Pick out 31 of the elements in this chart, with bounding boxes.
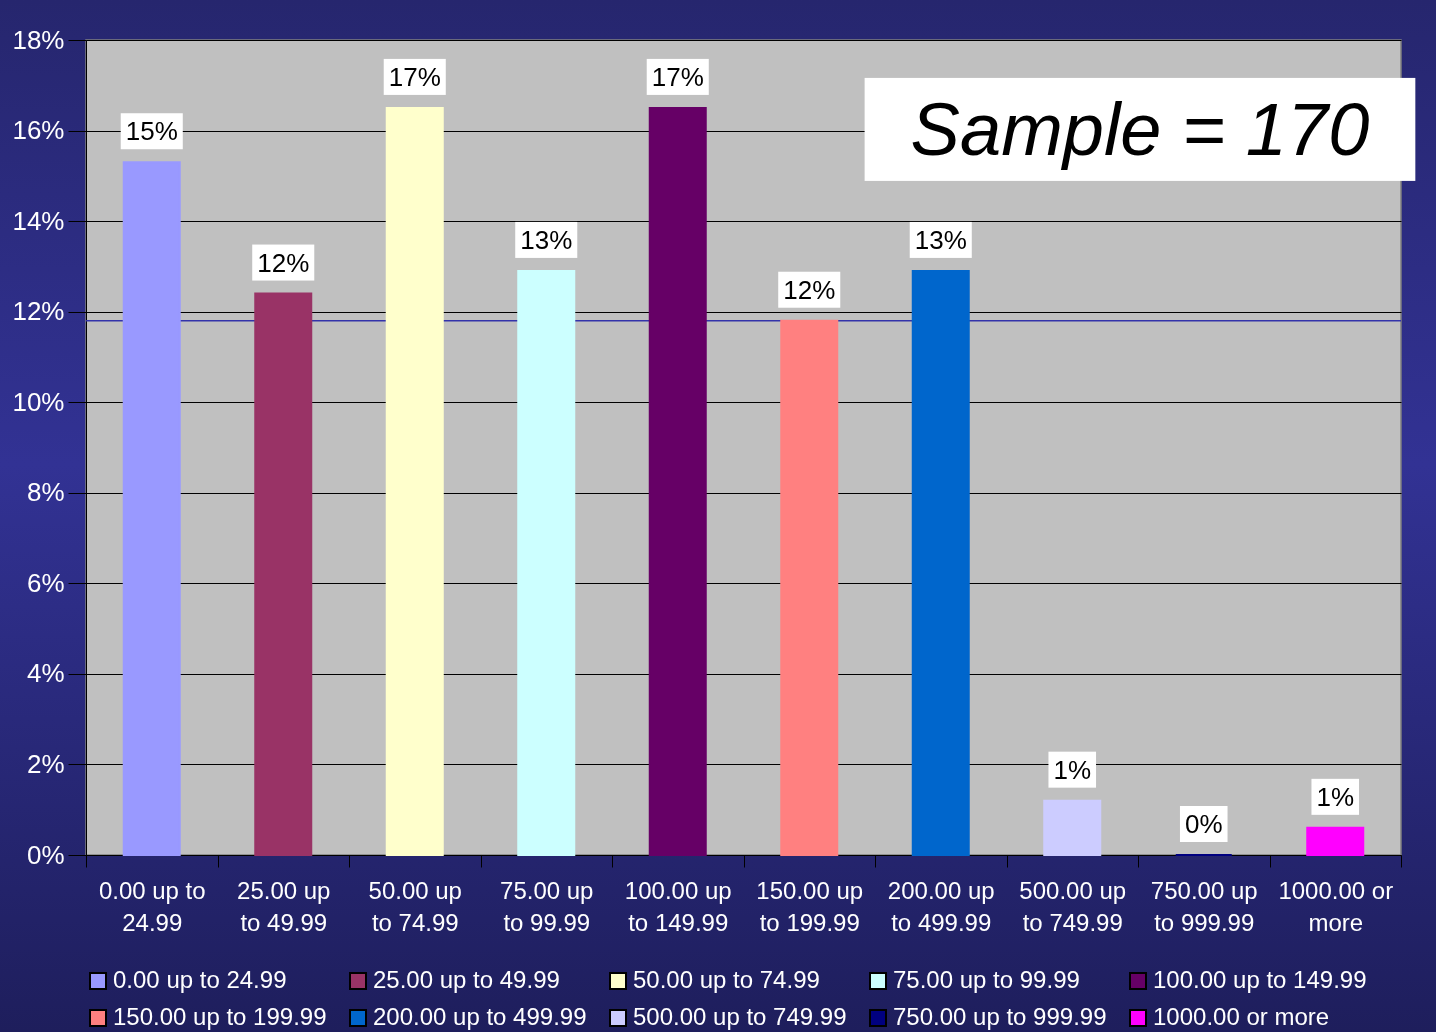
y-tick-label: 0% [26, 839, 65, 870]
legend-label: 75.00 up to 99.99 [893, 966, 1080, 993]
legend-label: 100.00 up to 149.99 [1153, 966, 1367, 993]
x-tick-label: 200.00 up to 499.99 [887, 876, 995, 936]
x-tick-label: 50.00 up to 74.99 [368, 876, 462, 936]
y-tick-label: 6% [26, 567, 65, 598]
legend-label: 1000.00 or more [1153, 1003, 1330, 1030]
legend-label: 150.00 up to 199.99 [113, 1003, 327, 1030]
legend-label: 750.00 up to 999.99 [893, 1003, 1107, 1030]
legend-label: 0.00 up to 24.99 [113, 966, 287, 993]
x-tick-label: 0.00 up to 24.99 [98, 876, 206, 936]
legend-label: 500.00 up to 749.99 [633, 1003, 847, 1030]
legend-label: 200.00 up to 499.99 [373, 1003, 587, 1030]
x-tick-label: 500.00 up to 749.99 [1019, 876, 1127, 936]
y-tick-label: 10% [12, 386, 65, 417]
y-tick-label: 12% [12, 296, 65, 327]
y-tick-label: 2% [26, 748, 65, 779]
x-tick-label: 150.00 up to 199.99 [756, 876, 864, 936]
x-tick-label: 100.00 up to 149.99 [624, 876, 732, 936]
y-tick-label: 18% [12, 24, 65, 55]
x-tick-label: 750.00 up to 999.99 [1150, 876, 1258, 936]
x-tick-label: 25.00 up to 49.99 [237, 876, 331, 936]
x-tick-label: 1000.00 or more [1278, 876, 1394, 936]
y-tick-label: 8% [26, 477, 65, 508]
y-tick-label: 16% [12, 115, 65, 146]
x-tick-label: 75.00 up to 99.99 [500, 876, 594, 936]
legend-label: 25.00 up to 49.99 [373, 966, 560, 993]
y-tick-label: 4% [26, 658, 65, 689]
annotation: Sample = 170 [910, 87, 1370, 171]
y-tick-label: 14% [12, 205, 65, 236]
legend-label: 50.00 up to 74.99 [633, 966, 820, 993]
